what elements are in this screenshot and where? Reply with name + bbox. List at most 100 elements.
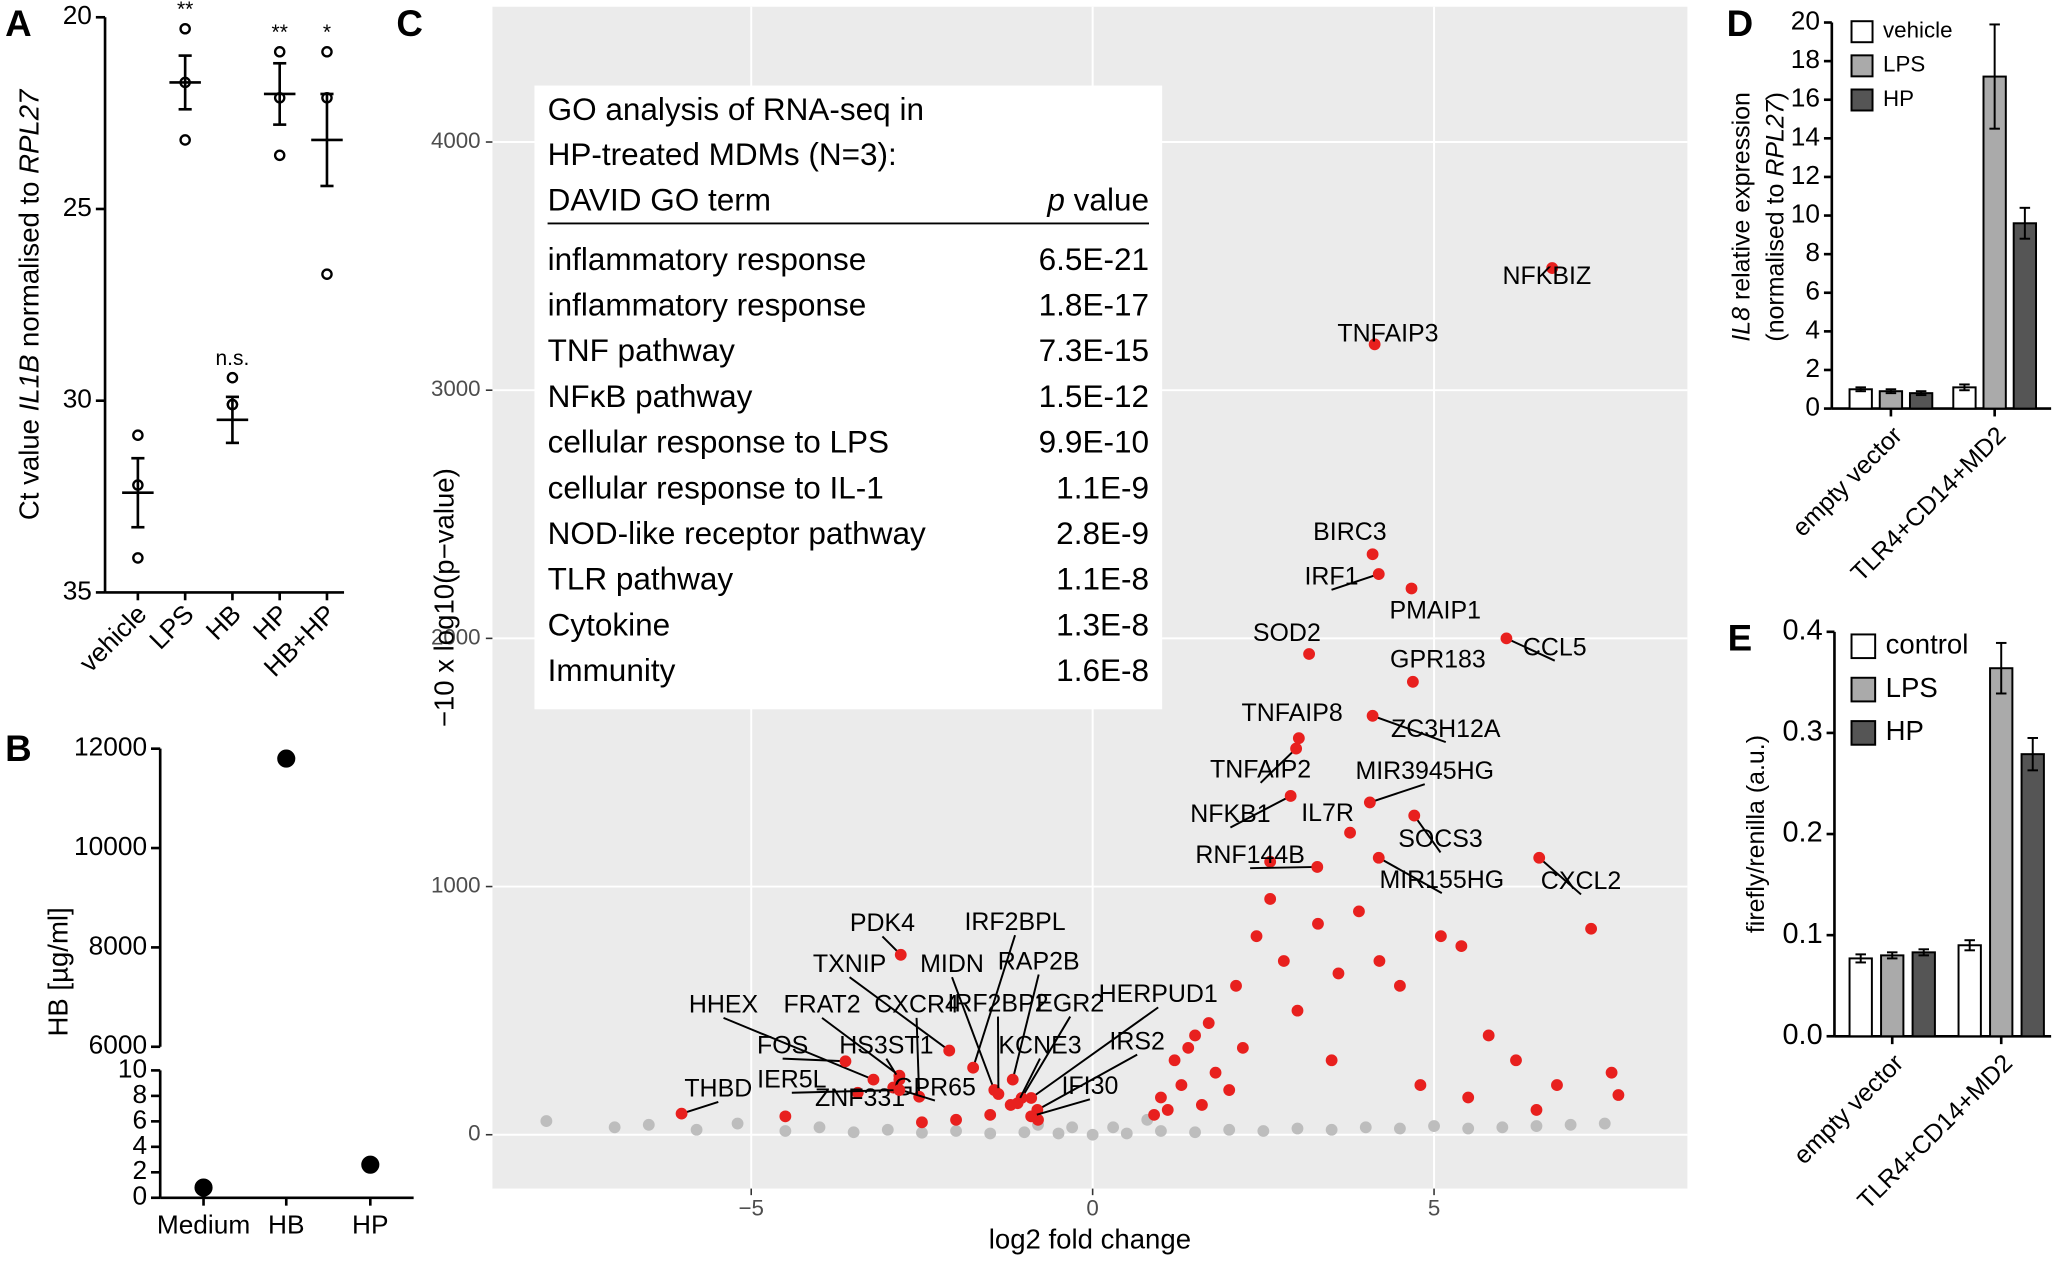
x-tick-label: vehicle: [73, 599, 152, 678]
go-p-value: 1.6E-8: [1056, 652, 1149, 688]
go-p-value: 7.3E-15: [1039, 332, 1149, 368]
data-point: [779, 1110, 792, 1123]
y-tick-label: 0: [1805, 392, 1820, 422]
data-point: [1230, 979, 1242, 992]
y-tick-label: 8: [1805, 237, 1820, 267]
data-point: [690, 1123, 703, 1136]
gene-label: IRS2: [1109, 1027, 1164, 1055]
data-point: [779, 1125, 792, 1137]
y-tick-label: 20: [63, 0, 92, 30]
significance: **: [272, 21, 288, 44]
go-p-value: 1.1E-8: [1056, 561, 1149, 597]
data-point: [1530, 1104, 1543, 1116]
y-tick-label: 1000: [431, 872, 481, 897]
gene-label: TNFAIP8: [1242, 699, 1343, 727]
significance: *: [323, 21, 331, 44]
legend-label: HP: [1886, 715, 1924, 746]
y-tick-label: 4000: [431, 128, 481, 153]
gene-point: [1372, 568, 1385, 581]
data-point: [179, 22, 191, 35]
data-point: [1353, 905, 1365, 918]
go-table-box: [534, 85, 1163, 710]
go-term: NOD-like receptor pathway: [548, 515, 926, 551]
data-point: [1264, 893, 1277, 905]
go-p-value: 1.5E-12: [1039, 378, 1149, 414]
gene-point: [675, 1107, 688, 1120]
data-point: [1018, 1126, 1031, 1139]
data-point: [277, 749, 296, 768]
y-tick-label: 0.3: [1782, 716, 1822, 748]
leader-line: [1369, 783, 1426, 804]
legend-swatch: [1850, 676, 1877, 703]
bar: [2012, 222, 2038, 410]
y-tick-label: 0.4: [1782, 614, 1822, 646]
gene-point: [1406, 675, 1419, 688]
gene-label: THBD: [684, 1075, 752, 1103]
data-point: [1155, 1091, 1167, 1104]
gene-point: [1025, 1092, 1038, 1104]
gene-point: [1311, 861, 1324, 873]
data-point: [1612, 1089, 1625, 1101]
gene-label: MIR3945HG: [1355, 757, 1494, 785]
y-tick-label: 18: [1791, 44, 1820, 74]
leader-line: [1030, 1098, 1091, 1118]
legend-swatch: [1850, 54, 1874, 78]
data-point: [1394, 1122, 1406, 1135]
data-point: [1086, 1128, 1099, 1141]
data-point: [1312, 917, 1324, 930]
gene-label: HERPUD1: [1099, 980, 1218, 1008]
y-tick-label: 12: [1791, 160, 1820, 190]
go-term: TLR pathway: [548, 561, 734, 597]
x-tick-label: LPS: [143, 599, 199, 655]
y-axis-label: IL8 relative expression: [1727, 92, 1755, 342]
data-point: [984, 1108, 997, 1121]
gene-label: TXNIP: [813, 950, 886, 978]
data-point: [1373, 955, 1386, 967]
x-axis-label: log2 fold change: [989, 1223, 1191, 1254]
data-point: [1394, 979, 1406, 992]
leader-line: [1250, 865, 1318, 870]
legend-label: LPS: [1883, 52, 1925, 77]
data-point: [132, 552, 144, 564]
gene-point: [992, 1088, 1005, 1100]
y-tick-label: 6: [132, 1104, 147, 1134]
gene-point: [1368, 338, 1381, 351]
go-term: inflammatory response: [548, 287, 867, 323]
data-point: [1359, 1121, 1372, 1134]
label-part: value: [1065, 182, 1149, 218]
gene-label: RNF144B: [1195, 841, 1305, 869]
leader-line: [791, 1089, 900, 1094]
gene-label: IL7R: [1301, 799, 1354, 827]
y-tick-label: 8000: [89, 930, 147, 960]
gene-point: [1025, 1110, 1038, 1123]
leader-line: [1011, 974, 1040, 1080]
gene-label: FOS: [757, 1031, 808, 1059]
data-point: [1257, 1125, 1270, 1137]
gene-label: ZC3H12A: [1391, 715, 1501, 743]
data-point: [1277, 955, 1290, 967]
y-tick-label: 10: [118, 1053, 147, 1083]
y-tick-label: 10000: [74, 831, 147, 861]
data-point: [1564, 1118, 1577, 1131]
data-point: [847, 1126, 860, 1139]
gene-point: [1011, 1097, 1024, 1110]
gene-label: NFKBIZ: [1503, 262, 1592, 290]
data-point: [916, 1126, 928, 1139]
panel-letter: B: [5, 728, 32, 769]
legend-swatch: [1850, 633, 1877, 660]
data-point: [731, 1117, 744, 1130]
data-point: [1530, 1120, 1543, 1132]
gene-label: PMAIP1: [1390, 597, 1481, 625]
data-point: [1168, 1054, 1181, 1067]
go-term: NFκB pathway: [548, 378, 753, 414]
label-part: −10 x log10(p−value): [429, 468, 460, 727]
gene-label: SOD2: [1253, 619, 1321, 647]
go-p-value: 2.8E-9: [1056, 515, 1149, 551]
data-point: [1462, 1122, 1475, 1135]
label-part: IL1B: [14, 355, 45, 412]
panel-letter: D: [1727, 3, 1754, 44]
data-point: [1161, 1104, 1174, 1116]
significance: **: [177, 0, 193, 21]
go-p-value: 6.5E-21: [1039, 241, 1149, 277]
gene-label: NFKB1: [1190, 800, 1270, 828]
